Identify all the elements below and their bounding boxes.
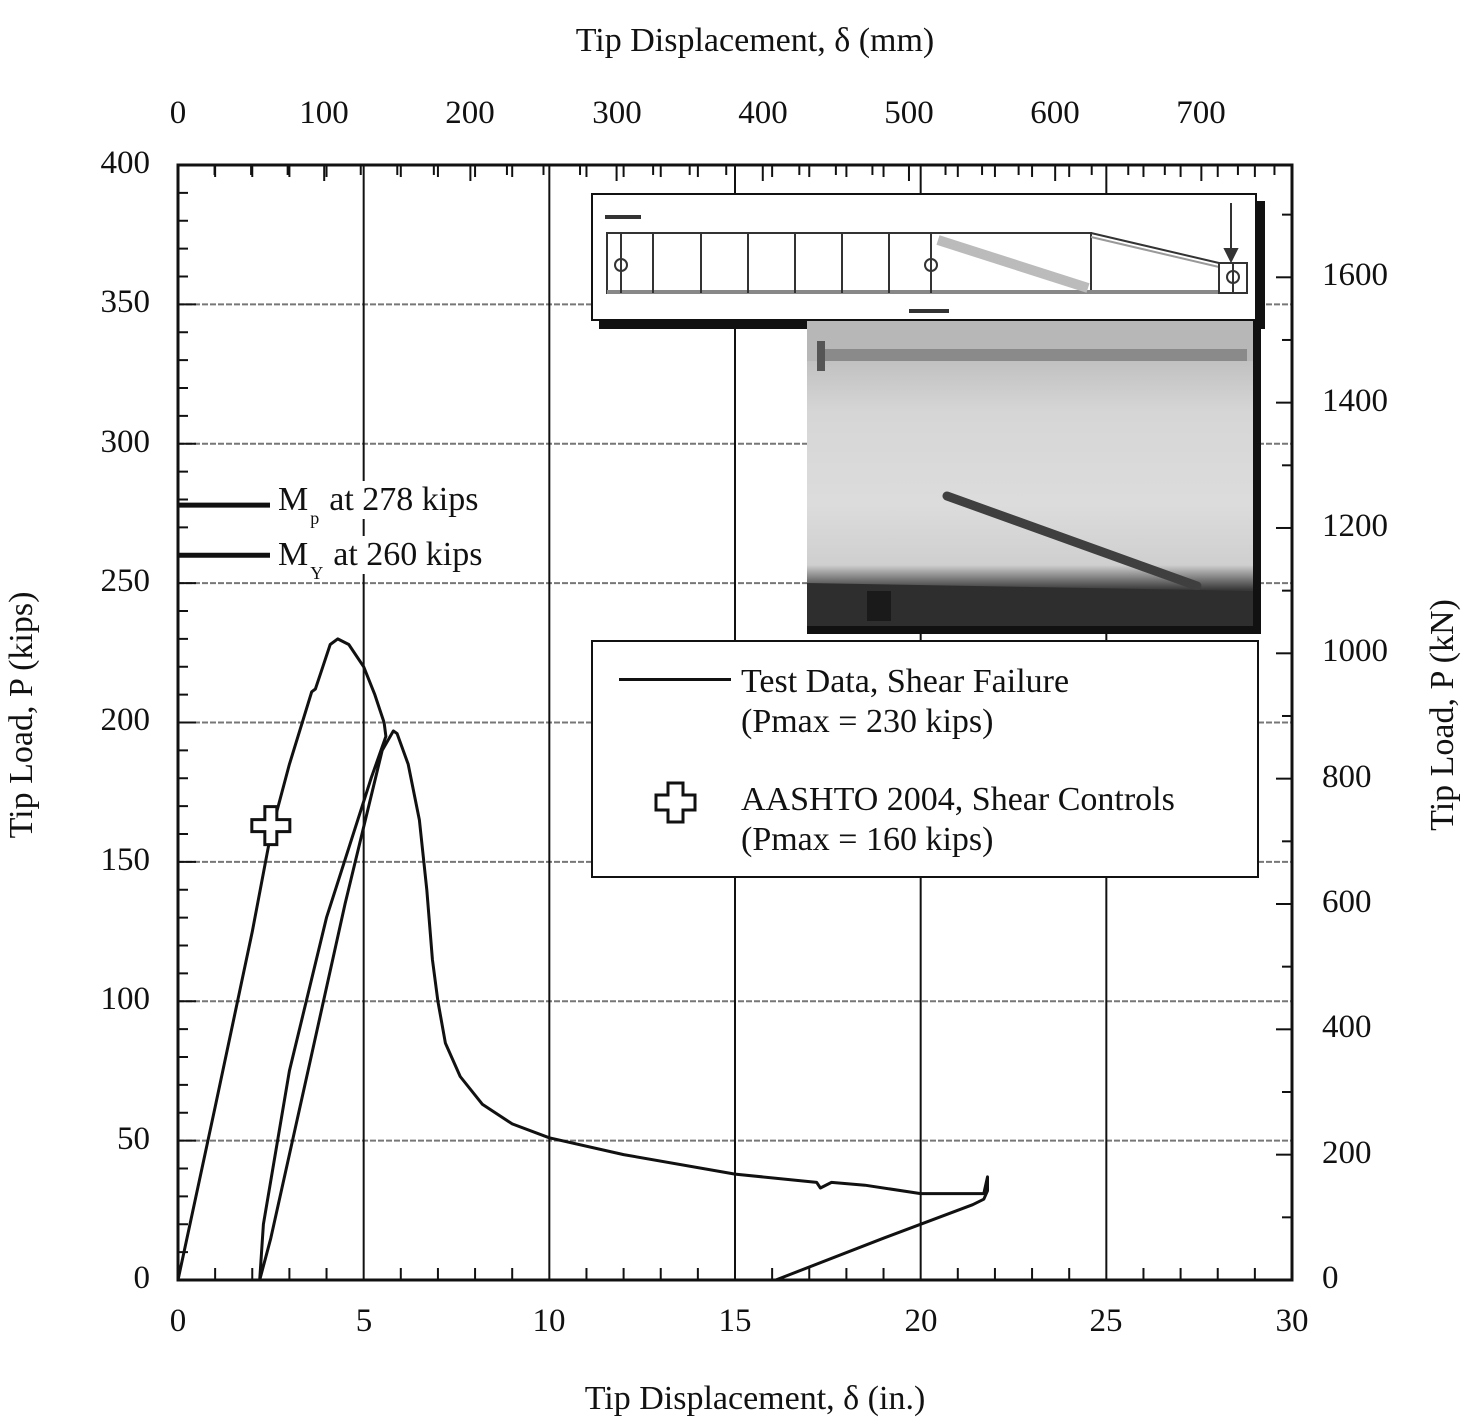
right-tick: 1600 (1322, 257, 1388, 293)
legend: Test Data, Shear Failure (Pmax = 230 kip… (591, 640, 1259, 878)
left-tick: 100 (100, 981, 151, 1017)
test-data-curve (176, 637, 989, 1282)
left-tick: 0 (133, 1260, 151, 1296)
top-tick: 400 (738, 95, 788, 131)
top-tick: 500 (884, 95, 934, 131)
aashto-marker (250, 805, 292, 847)
shear-failure-photo (807, 321, 1261, 634)
bottom-tick: 0 (169, 1303, 187, 1339)
left-tick: 150 (100, 842, 151, 878)
top-tick: 300 (592, 95, 642, 131)
bottom-axis-title: Tip Displacement, δ (in.) (584, 1380, 926, 1417)
bottom-tick: 30 (1275, 1303, 1309, 1339)
top-tick: 0 (169, 95, 187, 131)
open-cross-icon (654, 781, 697, 824)
bottom-tick: 5 (355, 1303, 373, 1339)
right-tick: 200 (1322, 1135, 1372, 1171)
right-tick: 1200 (1322, 508, 1388, 544)
left-tick: 400 (100, 145, 151, 181)
bottom-tick: 10 (532, 1303, 566, 1339)
bottom-tick: 15 (718, 1303, 752, 1339)
right-tick: 800 (1322, 759, 1372, 795)
girder-elevation-inset (591, 193, 1257, 321)
legend-line-swatch (619, 678, 731, 681)
right-tick: 1400 (1322, 383, 1388, 419)
bottom-tick: 25 (1089, 1303, 1123, 1339)
top-tick: 700 (1176, 95, 1226, 131)
left-tick: 250 (100, 563, 151, 599)
right-tick: 1000 (1322, 633, 1388, 669)
left-tick: 50 (117, 1121, 150, 1157)
left-tick: 200 (100, 702, 151, 738)
diagonal-tension-field (936, 235, 1090, 293)
right-tick: 600 (1322, 884, 1372, 920)
left-tick: 300 (100, 424, 151, 460)
top-tick: 100 (299, 95, 349, 131)
top-tick: 600 (1030, 95, 1080, 131)
bottom-tick: 20 (904, 1303, 938, 1339)
legend-entry-aashto: AASHTO 2004, Shear Controls (Pmax = 160 … (741, 781, 1175, 858)
top-axis-title: Tip Displacement, δ (mm) (575, 22, 935, 59)
left-tick: 350 (100, 284, 151, 320)
top-tick: 200 (445, 95, 495, 131)
girder-diagram (605, 203, 1248, 313)
legend-entry-test-data: Test Data, Shear Failure (Pmax = 230 kip… (741, 663, 1070, 740)
right-tick: 400 (1322, 1009, 1372, 1045)
right-tick: 0 (1322, 1260, 1339, 1296)
